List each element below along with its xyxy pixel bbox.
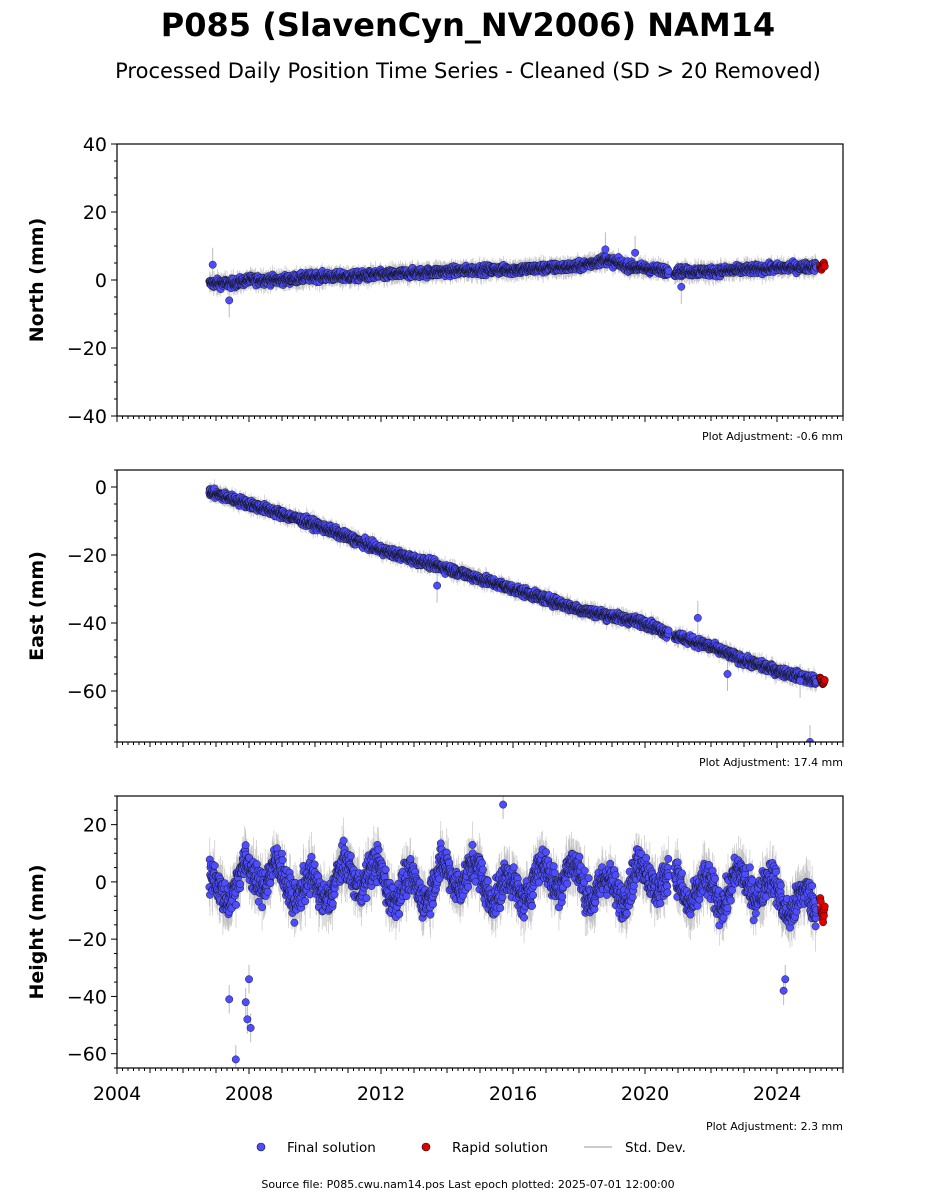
plot-adjustment: Plot Adjustment: -0.6 mm [702, 430, 843, 443]
rapid-point [820, 262, 829, 271]
outlier-point [601, 245, 610, 254]
plot-area [205, 232, 829, 318]
outlier-point [208, 260, 217, 269]
final-point [664, 267, 673, 275]
outlier-point [631, 248, 640, 257]
panels: −40 −20 0 20 40 North (mm) Plot Adjustment: -0… [26, 134, 844, 1133]
y-tick-label: −40 [67, 406, 107, 428]
plot-area [205, 479, 829, 742]
y-tick-label: 40 [83, 134, 107, 156]
y-tick-label: −20 [67, 338, 107, 360]
y-axis-label: North (mm) [26, 218, 48, 343]
final-solution-points [205, 245, 821, 305]
chart-subtitle: Processed Daily Position Time Series - C… [115, 59, 821, 83]
y-tick-label: 0 [95, 270, 107, 292]
outlier-point [677, 282, 686, 291]
panel-1: −40 −20 0 20 40 North (mm) Plot Adjustment: -0… [26, 134, 844, 443]
chart-title: P085 (SlavenCyn_NV2006) NAM14 [161, 6, 775, 44]
y-tick-label: 20 [83, 202, 107, 224]
outlier-point [225, 296, 234, 305]
